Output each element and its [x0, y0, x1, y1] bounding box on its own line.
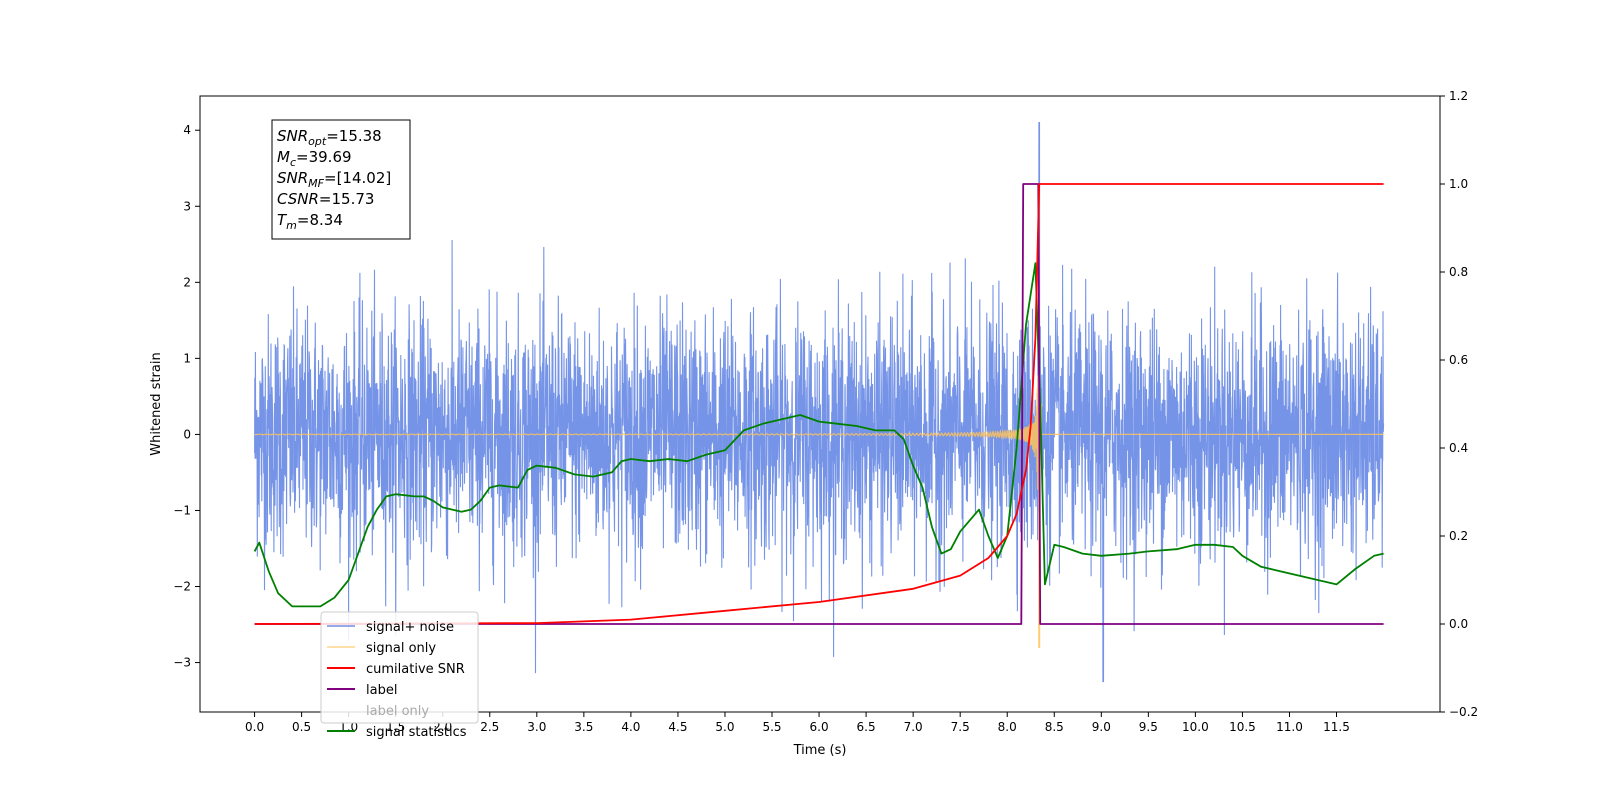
annotation-line: SNRMF=[14.02] — [277, 169, 391, 190]
annotation-symbol: SNR — [277, 127, 308, 145]
series-signal-noise — [254, 122, 1385, 683]
y-left-tick-label: 0 — [183, 427, 191, 441]
x-tick-label: 7.0 — [904, 720, 923, 734]
plot-area — [253, 122, 1385, 683]
series-label — [254, 183, 1384, 625]
legend-label: label only — [366, 704, 429, 719]
annotation-value: =15.38 — [326, 127, 382, 145]
annotation-symbol: T — [277, 211, 288, 229]
x-tick-label: 6.5 — [857, 720, 876, 734]
x-tick-label: 8.5 — [1045, 720, 1064, 734]
legend-label: label — [366, 683, 397, 698]
x-tick-label: 4.5 — [668, 720, 687, 734]
annotation-box: SNRopt=15.38Mc=39.69SNRMF=[14.02]CSNR=15… — [271, 119, 411, 240]
x-tick-label: 10.5 — [1229, 720, 1256, 734]
y-right-tick-label: 0.4 — [1449, 441, 1468, 455]
y-left-tick-label: 1 — [183, 351, 191, 365]
annotation-value: =39.69 — [296, 148, 352, 166]
annotation-line: Mc=39.69 — [277, 148, 352, 169]
annotation-frame — [271, 119, 411, 240]
x-tick-label: 5.0 — [715, 720, 734, 734]
y-axis-left-label: Whitened strain — [149, 352, 164, 455]
annotation-subscript: m — [286, 219, 297, 232]
annotation-subscript: opt — [308, 135, 327, 148]
legend-label: signal statistics — [366, 725, 467, 740]
series-signal-statistics — [253, 262, 1384, 608]
axes-frame — [199, 95, 1441, 713]
x-tick-label: 10.0 — [1182, 720, 1209, 734]
x-tick-label: 6.0 — [810, 720, 829, 734]
y-right-tick-label: 0.2 — [1449, 529, 1468, 543]
x-tick-label: 3.5 — [574, 720, 593, 734]
y-right-tick-label: 1.0 — [1449, 177, 1468, 191]
annotation-symbol: SNR — [277, 169, 308, 187]
y-axis-right: −0.2 0.0 0.2 0.4 0.6 0.8 1.0 1.2 — [1440, 89, 1478, 719]
x-tick-label: 4.0 — [621, 720, 640, 734]
x-axis: 0.0 0.5 1.0 1.5 2.0 2.5 3.0 3.5 4.0 4.5 5.0 5.5 6.0 6… — [245, 712, 1350, 734]
y-left-tick-label: −2 — [173, 580, 191, 594]
annotation-line: SNRopt=15.38 — [277, 127, 382, 148]
annotation-value: =[14.02] — [324, 169, 391, 187]
x-tick-label: 9.5 — [1139, 720, 1158, 734]
x-tick-label: 11.5 — [1323, 720, 1350, 734]
y-left-tick-label: −1 — [173, 503, 191, 517]
y-left-tick-label: −3 — [173, 656, 191, 670]
annotation-symbol: CSNR — [277, 190, 319, 208]
legend-label: signal+ noise — [366, 620, 454, 635]
y-right-tick-label: 1.2 — [1449, 89, 1468, 103]
legend-label: cumilative SNR — [366, 662, 465, 677]
annotation-line: CSNR=15.73 — [277, 190, 374, 208]
y-right-tick-label: −0.2 — [1449, 705, 1478, 719]
series-cumulative-snr — [254, 183, 1384, 625]
x-tick-label: 3.0 — [527, 720, 546, 734]
x-axis-label: Time (s) — [793, 743, 847, 758]
y-right-tick-label: 0.6 — [1449, 353, 1468, 367]
y-right-tick-label: 0.8 — [1449, 265, 1468, 279]
y-left-tick-label: 3 — [183, 199, 191, 213]
x-tick-label: 0.0 — [245, 720, 264, 734]
x-tick-label: 5.5 — [762, 720, 781, 734]
annotation-symbol: M — [277, 148, 290, 166]
legend-frame — [320, 611, 479, 724]
legend: signal+ noise signal only cumilative SNR la… — [320, 611, 479, 740]
annotation-subscript: MF — [308, 177, 324, 190]
annotation-line: Tm=8.34 — [277, 211, 343, 232]
y-left-tick-label: 2 — [183, 275, 191, 289]
y-left-tick-label: 4 — [183, 123, 191, 137]
x-tick-label: 0.5 — [292, 720, 311, 734]
x-tick-label: 9.0 — [1092, 720, 1111, 734]
x-tick-label: 2.5 — [480, 720, 499, 734]
x-tick-label: 7.5 — [951, 720, 970, 734]
legend-label: signal only — [366, 641, 436, 656]
series-signal-only — [254, 375, 1384, 648]
annotation-value: =15.73 — [319, 190, 375, 208]
y-axis-left: −3 −2 −1 0 1 2 3 4 — [173, 123, 200, 670]
annotation-value: =8.34 — [297, 211, 343, 229]
annotation-subscript: c — [290, 156, 296, 169]
y-right-tick-label: 0.0 — [1449, 617, 1468, 631]
x-tick-label: 8.0 — [998, 720, 1017, 734]
x-tick-label: 11.0 — [1276, 720, 1303, 734]
